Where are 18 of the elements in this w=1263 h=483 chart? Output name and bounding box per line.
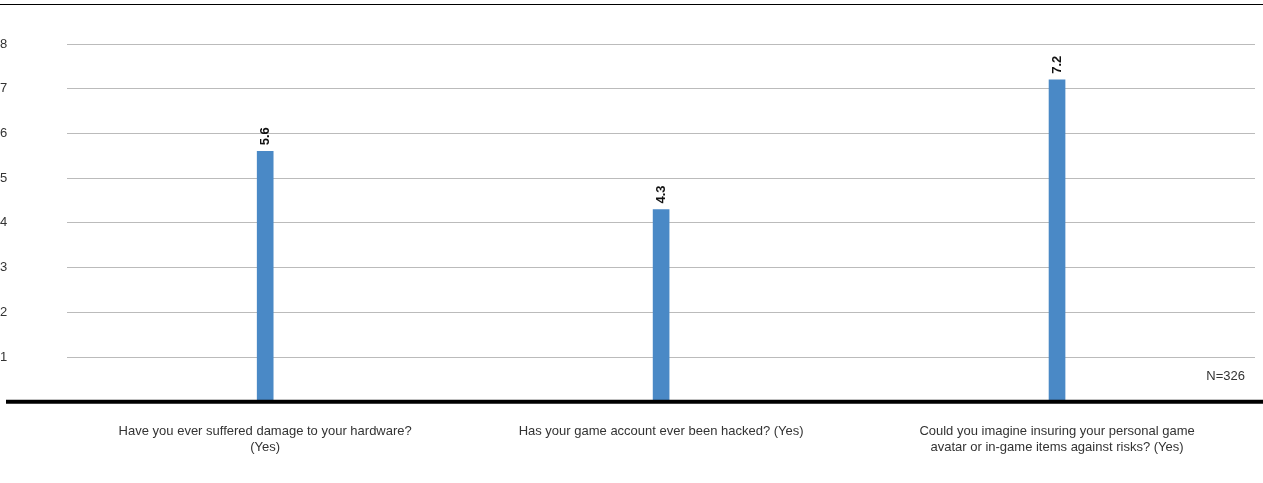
y-tick-label: 2 [0, 303, 8, 319]
x-tick-label: Has your game account ever been hacked? (Yes) [518, 423, 804, 439]
y-tick-label: 8 [0, 35, 8, 51]
y-tick-label: 5 [0, 169, 8, 185]
y-tick-label: 1 [0, 348, 8, 364]
annotation: N=326 [1206, 367, 1245, 383]
x-tick-label: Have you ever suffered damage to your hardware? (Yes) [118, 423, 412, 454]
y-tick-label: 6 [0, 125, 8, 141]
y-tick-label: 7 [0, 80, 8, 96]
data-label: 4.3 [653, 185, 669, 204]
x-tick-label: Could you imagine insuring your personal game avatar or in-game items against risks? (Yes) [919, 423, 1195, 454]
bar [1048, 79, 1066, 402]
y-tick-label: 3 [0, 259, 8, 275]
data-label: 7.2 [1049, 55, 1065, 74]
data-label: 5.6 [257, 127, 273, 146]
bar [256, 151, 274, 402]
y-tick-label: 4 [0, 214, 8, 230]
bar [652, 209, 670, 402]
